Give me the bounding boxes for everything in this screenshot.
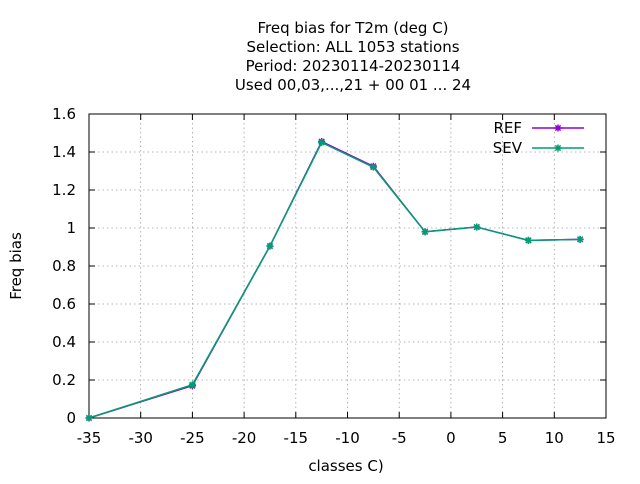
y-tick-label: 0.6: [52, 295, 76, 313]
marker-stroke: [421, 228, 429, 235]
data-point: [188, 381, 196, 389]
data-point: [524, 236, 532, 244]
series-layer: [85, 138, 584, 422]
x-tick-label: -15: [284, 429, 309, 447]
data-point: [576, 235, 584, 243]
title-line-1: Freq bias for T2m (deg C): [257, 19, 448, 37]
y-tick-label: 0.2: [52, 371, 76, 389]
legend-marker: [554, 124, 562, 132]
axes: -35 -30 -25 -20 -15 -10 -5 0 5 10 15 0 0.2 0.4 0.6 0.8 1…: [52, 105, 615, 447]
data-point: [85, 414, 93, 422]
grid: [89, 114, 606, 418]
y-tick-label: 1.6: [52, 105, 76, 123]
legend-marker: [554, 144, 562, 152]
data-point: [473, 223, 481, 231]
marker-stroke: [554, 144, 562, 152]
legend-label: SEV: [493, 139, 523, 157]
legend: REF SEV: [493, 119, 584, 157]
x-tick-label: -35: [77, 429, 102, 447]
marker-stroke: [370, 164, 377, 171]
title-line-3: Period: 20230114-20230114: [246, 57, 461, 75]
x-tick-label: -25: [180, 429, 205, 447]
data-point: [421, 228, 429, 236]
marker-stroke: [266, 242, 274, 250]
x-tick-label: 15: [596, 429, 615, 447]
x-tick-label: 0: [446, 429, 456, 447]
legend-entry-sev: SEV: [493, 139, 584, 157]
legend-entry-ref: REF: [493, 119, 584, 137]
y-tick-label: 0: [66, 409, 76, 427]
title-line-4: Used 00,03,...,21 + 00 01 ... 24: [235, 76, 471, 94]
marker-stroke: [525, 237, 532, 244]
y-tick-label: 1.2: [52, 181, 76, 199]
series-sev: [85, 139, 584, 422]
data-point: [266, 242, 274, 250]
data-point: [318, 139, 326, 146]
x-tick-label: -5: [392, 429, 407, 447]
x-tick-label: 10: [545, 429, 564, 447]
y-tick-label: 0.4: [52, 333, 76, 351]
x-tick-label: -20: [232, 429, 257, 447]
x-axis-label: classes C): [308, 457, 383, 475]
x-tick-label: -30: [128, 429, 153, 447]
series-line: [88, 141, 581, 419]
series-line: [88, 140, 581, 419]
data-point: [369, 163, 377, 171]
y-tick-label: 0.8: [52, 257, 76, 275]
x-tick-label: 5: [498, 429, 508, 447]
y-tick-label: 1.4: [52, 143, 76, 161]
marker-stroke: [85, 414, 93, 422]
marker-stroke: [473, 223, 480, 231]
marker-stroke: [576, 236, 584, 243]
y-tick-label: 1: [66, 219, 76, 237]
marker-stroke: [189, 381, 196, 388]
legend-label: REF: [493, 119, 522, 137]
marker-stroke: [554, 124, 562, 132]
title-line-2: Selection: ALL 1053 stations: [246, 38, 459, 56]
x-tick-label: -10: [335, 429, 360, 447]
marker-stroke: [318, 139, 325, 146]
series-ref: [85, 138, 584, 422]
chart-title: Freq bias for T2m (deg C) Selection: ALL…: [235, 19, 471, 94]
y-axis-label: Freq bias: [7, 232, 25, 300]
